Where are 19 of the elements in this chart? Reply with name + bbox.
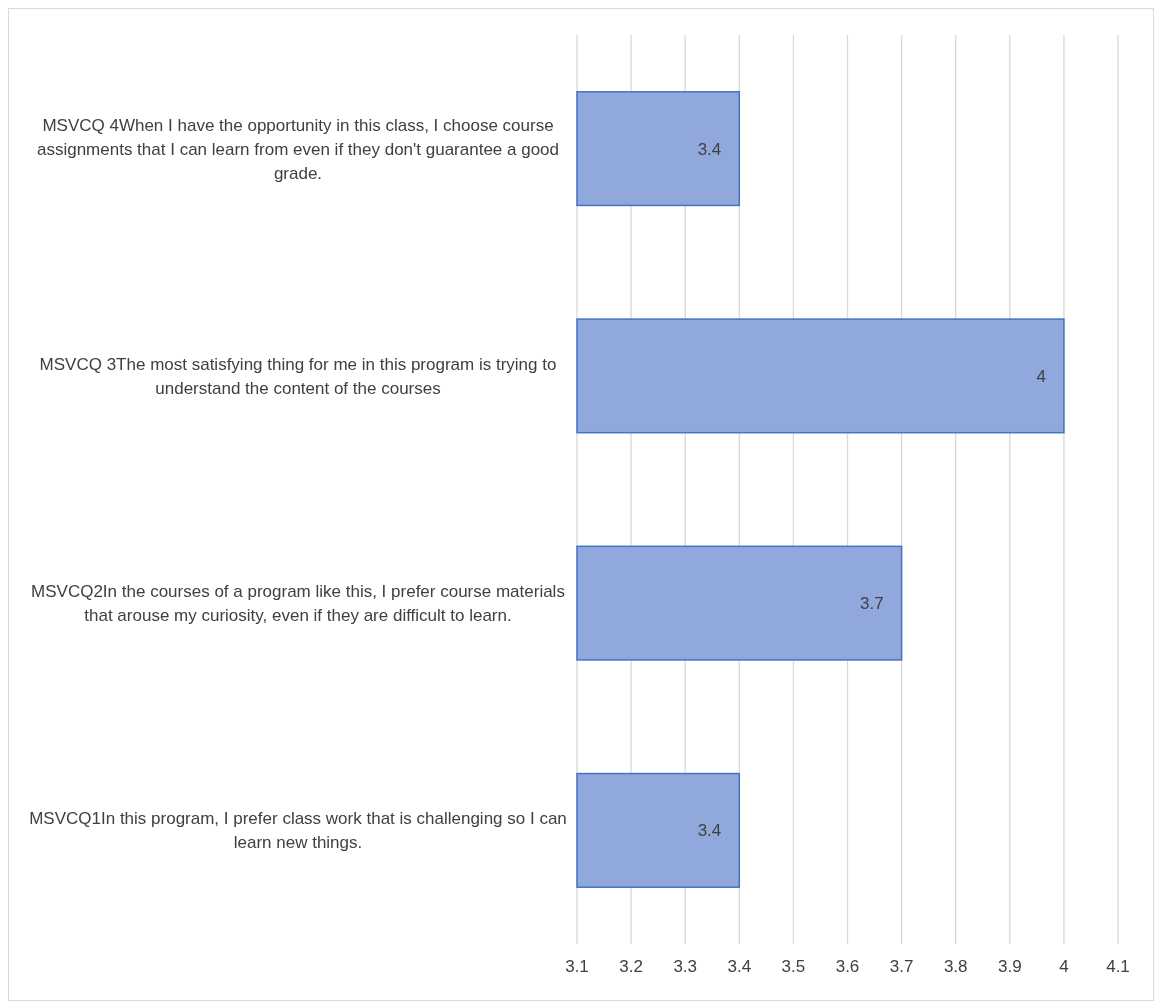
x-tick-label: 3.1	[565, 957, 589, 976]
y-tick-label: MSVCQ1In this program, I prefer class work that is challenging so I can learn new things.	[29, 809, 567, 853]
x-tick-label: 3.7	[889, 957, 914, 976]
x-tick-label: 3.3	[673, 957, 698, 976]
data-label: 3.4	[697, 139, 722, 159]
x-tick-label: 3.2	[619, 957, 643, 976]
x-tick-label: 3.9	[997, 957, 1022, 976]
data-label: 4	[1036, 366, 1046, 386]
y-tick-label: MSVCQ2In the courses of a program like this, I prefer course materials that arouse my curiosity, even if they are difficult to learn.	[31, 582, 565, 626]
x-tick-label: 3.6	[835, 957, 860, 976]
x-tick-label: 3.8	[943, 957, 968, 976]
x-tick-label: 4	[1059, 957, 1069, 976]
data-label: 3.4	[697, 821, 722, 841]
x-tick-label: 4.1	[1106, 957, 1130, 976]
y-tick-label: MSVCQ 3The most satisfying thing for me in this program is trying to understand the content of the courses	[39, 354, 557, 398]
x-tick-label: 3.5	[781, 957, 806, 976]
data-label: 3.7	[859, 594, 884, 614]
x-tick-label: 3.4	[727, 957, 752, 976]
y-tick-label: MSVCQ 4When I have the opportunity in this class, I choose course assignments that I can learn from even if they don't guarantee a good grade.	[36, 115, 560, 183]
